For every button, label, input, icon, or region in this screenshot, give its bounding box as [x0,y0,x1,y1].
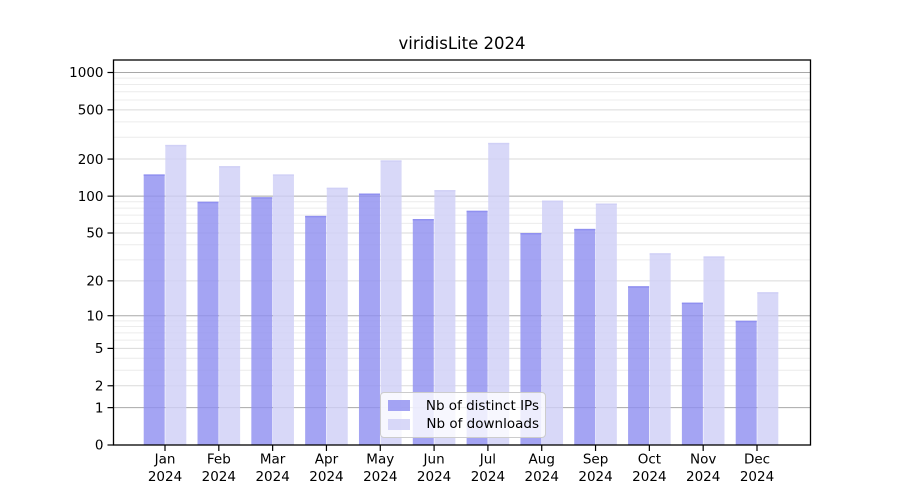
bar-distinct-ips-jan [143,174,165,445]
y-tick-label-5: 5 [95,341,104,357]
x-tick-label-year-jun: 2024 [417,469,451,485]
legend-item-distinct-ips: Nb of distinct IPs [387,397,539,415]
x-tick-label-month-may: May [366,452,394,468]
bar-distinct-ips-nov [681,302,703,445]
y-tick-label-200: 200 [78,152,104,168]
x-tick-label-year-apr: 2024 [309,469,343,485]
legend-item-downloads: Nb of downloads [387,415,539,433]
x-tick-label-year-aug: 2024 [525,469,559,485]
bar-downloads-oct [649,253,671,445]
legend-label-distinct-ips: Nb of distinct IPs [425,397,539,414]
y-tick-label-500: 500 [78,103,104,119]
x-tick-label-month-aug: Aug [529,452,555,468]
chart-title: viridisLite 2024 [398,34,526,53]
x-tick-label-year-oct: 2024 [632,469,666,485]
x-tick-label-month-dec: Dec [744,452,770,468]
x-tick-label-month-feb: Feb [207,452,231,468]
y-tick-label-20: 20 [86,274,103,290]
legend-swatch-distinct-ips [388,400,410,412]
x-tick-label-year-nov: 2024 [686,469,720,485]
x-tick-label-month-nov: Nov [690,452,716,468]
bar-distinct-ips-sep [574,228,596,445]
x-tick-label-month-oct: Oct [638,452,661,468]
x-tick-label-month-jun: Jun [423,452,445,468]
chart-legend: Nb of distinct IPs Nb of downloads [380,392,546,438]
x-tick-label-month-mar: Mar [260,452,286,468]
bar-downloads-mar [272,174,294,445]
bar-downloads-jul [488,142,510,445]
x-tick-label-month-jan: Jan [154,452,176,468]
bar-distinct-ips-apr [305,215,327,445]
x-tick-label-year-sep: 2024 [578,469,612,485]
x-tick-label-year-dec: 2024 [740,469,774,485]
x-tick-label-year-jul: 2024 [471,469,505,485]
x-tick-label-year-may: 2024 [363,469,397,485]
x-tick-label-month-sep: Sep [583,452,608,468]
x-tick-label-year-jan: 2024 [148,469,182,485]
x-tick-label-month-apr: Apr [315,452,339,468]
bar-downloads-apr [326,187,348,445]
plot-border [112,59,812,446]
bar-distinct-ips-oct [628,286,650,445]
bar-distinct-ips-mar [251,197,273,445]
legend-label-downloads: Nb of downloads [426,416,539,433]
bar-downloads-may [380,160,402,446]
bar-distinct-ips-may [358,193,380,445]
x-tick-label-year-feb: 2024 [202,469,236,485]
x-tick-label-month-jul: Jul [479,452,496,468]
legend-swatch-downloads [388,418,410,430]
bar-downloads-dec [757,292,779,445]
bar-distinct-ips-jul [466,210,488,445]
bar-distinct-ips-jun [412,219,434,445]
bar-downloads-sep [595,203,617,445]
x-tick-label-year-mar: 2024 [255,469,289,485]
y-tick-label-1000: 1000 [69,65,103,81]
y-tick-label-2: 2 [95,378,104,394]
bar-distinct-ips-feb [197,201,219,445]
bar-downloads-jan [165,144,187,445]
y-tick-label-10: 10 [86,308,103,324]
y-tick-label-100: 100 [78,189,104,205]
bar-downloads-aug [542,200,564,445]
bar-downloads-nov [703,256,725,445]
y-tick-label-0: 0 [95,438,104,454]
y-tick-label-1: 1 [95,400,104,416]
y-tick-label-50: 50 [86,226,103,242]
bar-downloads-jun [434,190,456,445]
bar-downloads-feb [219,166,241,445]
bar-distinct-ips-dec [735,320,757,445]
